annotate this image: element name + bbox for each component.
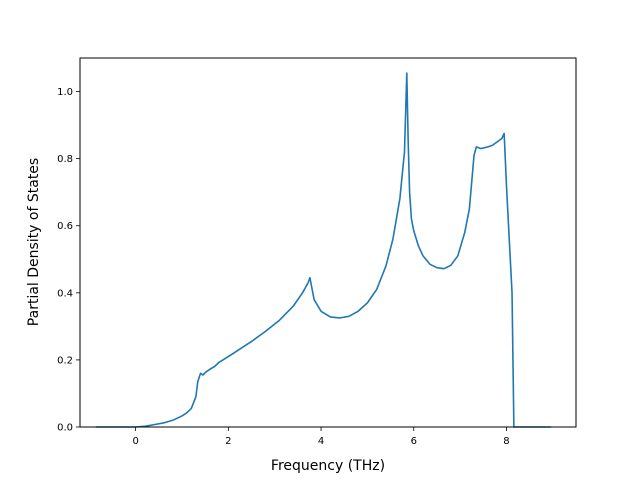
x-tick-label: 0 (132, 436, 138, 447)
series-layer (95, 72, 552, 428)
series-line-0 (95, 72, 552, 428)
y-tick-label: 0.6 (57, 221, 73, 232)
x-ticks: 0 2 4 6 8 (132, 427, 510, 447)
y-ticks: 0.0 0.2 0.4 0.6 0.8 1.0 (57, 87, 80, 434)
y-tick-label: 0.0 (57, 423, 73, 434)
y-tick-label: 0.2 (57, 355, 73, 366)
axes-frame (79, 57, 577, 428)
x-tick-label: 6 (411, 436, 417, 447)
x-tick-label: 4 (318, 436, 324, 447)
y-tick-label: 1.0 (57, 87, 73, 98)
x-axis-label: Frequency (THz) (271, 458, 385, 474)
y-tick-label: 0.4 (57, 288, 73, 299)
x-tick-label: 2 (225, 436, 231, 447)
y-tick-label: 0.8 (57, 154, 73, 165)
y-axis-label: Partial Density of States (26, 158, 42, 326)
x-tick-label: 8 (503, 436, 509, 447)
plot-area (80, 58, 576, 427)
axes-layer (79, 57, 577, 428)
